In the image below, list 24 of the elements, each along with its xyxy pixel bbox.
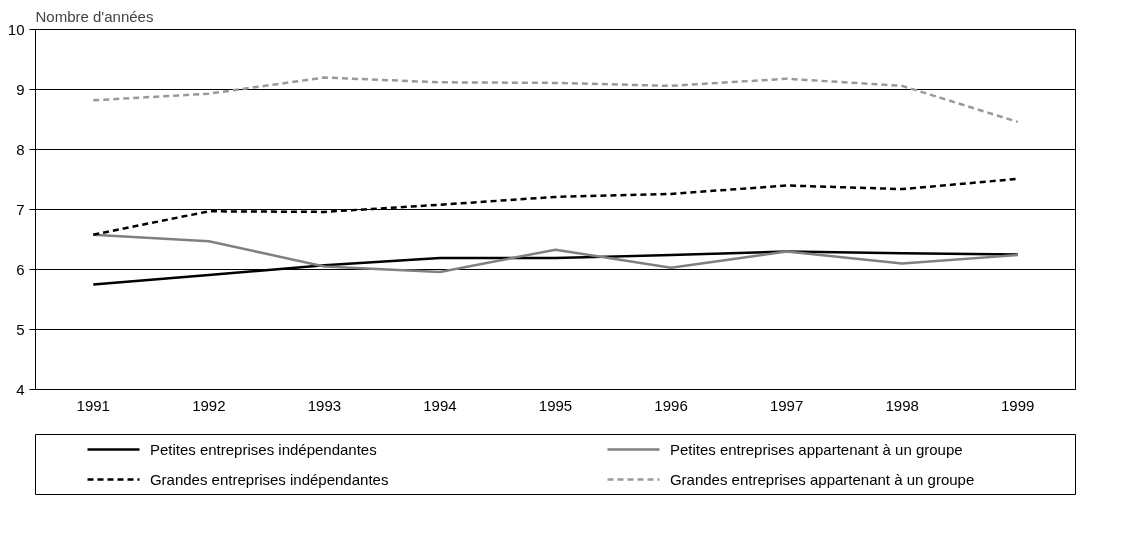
- x-tick-label: 1996: [654, 396, 688, 414]
- y-tick-label: 5: [16, 320, 25, 338]
- y-tick-label: 4: [16, 380, 25, 398]
- line-series: [92, 76, 1019, 124]
- x-tick-label: 1999: [1001, 396, 1035, 414]
- x-tick-label: 1995: [538, 396, 573, 414]
- line-series: [92, 177, 1019, 236]
- x-tick-label: 1998: [885, 396, 919, 414]
- legend-label: Petites entreprises indépendantes: [149, 441, 377, 458]
- line-series: [92, 250, 1019, 286]
- y-tick-label: 8: [16, 140, 25, 158]
- legend-label: Grandes entreprises indépendantes: [149, 471, 389, 488]
- y-tick-label: 9: [16, 80, 25, 98]
- legend-label: Petites entreprises appartenant à un groupe: [669, 441, 963, 458]
- x-tick-label: 1992: [192, 396, 226, 414]
- legend-label: Grandes entreprises appartenant à un groupe: [669, 471, 975, 488]
- y-tick-label: 7: [16, 200, 25, 218]
- x-tick-label: 1993: [307, 396, 342, 414]
- x-tick-label: 1997: [769, 396, 804, 414]
- x-tick-label: 1991: [76, 396, 110, 414]
- y-tick-label: 10: [7, 20, 25, 38]
- x-tick-label: 1994: [423, 396, 457, 414]
- y-tick-label: 6: [16, 260, 25, 278]
- y-axis-title: Nombre d'années: [35, 7, 154, 25]
